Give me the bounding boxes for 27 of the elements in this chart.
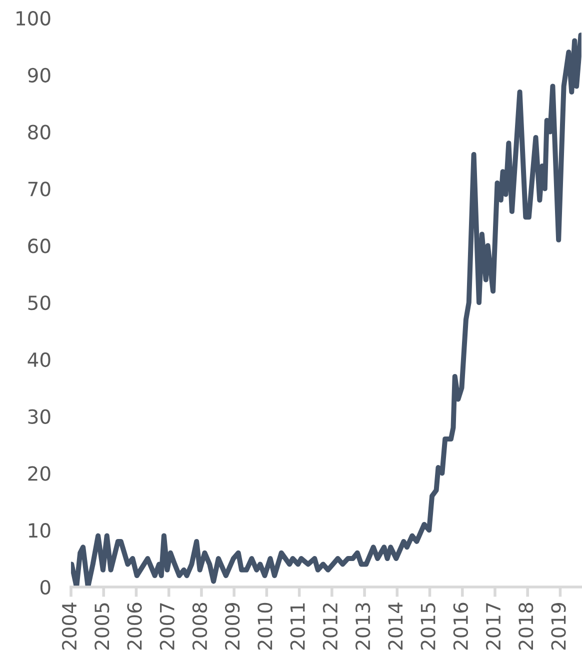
x-tick-label: 2018: [518, 602, 534, 650]
x-tick-label: 2014: [388, 602, 403, 650]
y-tick-label: 10: [28, 523, 50, 538]
x-tick-label: 2005: [94, 603, 110, 650]
y-tick-label: 30: [28, 409, 50, 424]
x-tick-label: 2011: [290, 603, 305, 650]
x-tick-label: 2012: [322, 604, 338, 650]
y-tick-label: 0: [40, 580, 50, 595]
x-tick-label: 2004: [62, 602, 77, 650]
x-tick-label: 2016: [453, 602, 468, 650]
y-tick-label: 50: [28, 295, 50, 310]
y-tick-label: 90: [28, 68, 50, 83]
y-tick-label: 80: [28, 124, 50, 140]
x-tick-label: 2009: [225, 602, 240, 650]
x-tick-label: 2008: [192, 602, 208, 650]
x-tick-label: 2006: [127, 602, 142, 650]
x-tick-label: 2019: [551, 602, 566, 650]
x-tick-label: 2013: [355, 603, 370, 650]
x-tick-label: 2017: [486, 603, 501, 650]
y-tick-label: 100: [16, 10, 50, 26]
x-tick-label: 2007: [160, 603, 174, 650]
y-tick-label: 20: [28, 466, 50, 481]
y-tick-label: 60: [28, 238, 50, 254]
x-tick-label: 2010: [258, 602, 272, 650]
x-tick-label: 2015: [420, 603, 436, 650]
y-tick-label: 70: [28, 182, 50, 196]
y-tick-label: 40: [28, 352, 50, 368]
